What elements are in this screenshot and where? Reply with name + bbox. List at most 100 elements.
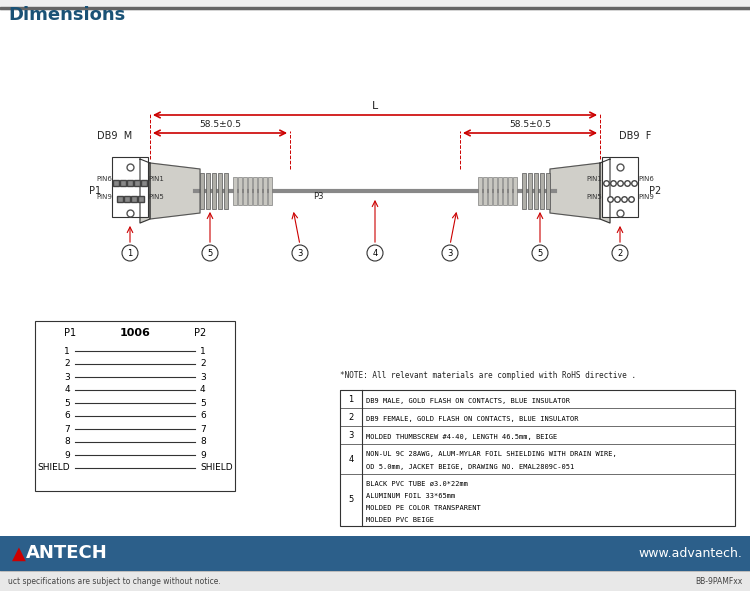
Bar	[212, 173, 216, 209]
Text: DB9  F: DB9 F	[619, 131, 651, 141]
Bar	[498, 177, 502, 205]
Bar	[206, 173, 210, 209]
Text: PIN5: PIN5	[148, 194, 164, 200]
Bar	[513, 177, 517, 205]
Text: 1: 1	[64, 346, 70, 356]
Circle shape	[122, 245, 138, 261]
Text: NON-UL 9C 28AWG, ALUM-MYLAR FOIL SHIELDING WITH DRAIN WIRE,: NON-UL 9C 28AWG, ALUM-MYLAR FOIL SHIELDI…	[366, 452, 616, 457]
Text: 8: 8	[64, 437, 70, 446]
Text: 4: 4	[64, 385, 70, 395]
Text: 58.5±0.5: 58.5±0.5	[199, 120, 241, 129]
Bar	[540, 173, 544, 209]
Circle shape	[292, 245, 308, 261]
Text: P2: P2	[194, 328, 206, 338]
Text: 5: 5	[64, 398, 70, 408]
Bar	[478, 177, 482, 205]
Bar	[340, 390, 735, 526]
Text: 1006: 1006	[119, 328, 151, 338]
Bar	[546, 173, 550, 209]
Text: uct specifications are subject to change without notice.: uct specifications are subject to change…	[8, 576, 220, 586]
Bar	[233, 177, 237, 205]
Text: DB9 FEMALE, GOLD FLASH ON CONTACTS, BLUE INSULATOR: DB9 FEMALE, GOLD FLASH ON CONTACTS, BLUE…	[366, 416, 578, 422]
Bar	[483, 177, 487, 205]
Text: www.advantech.: www.advantech.	[638, 547, 742, 560]
Text: *NOTE: All relevant materials are complied with RoHS directive .: *NOTE: All relevant materials are compli…	[340, 371, 636, 380]
Text: DB9 MALE, GOLD FLASH ON CONTACTS, BLUE INSULATOR: DB9 MALE, GOLD FLASH ON CONTACTS, BLUE I…	[366, 398, 570, 404]
Text: 6: 6	[200, 411, 206, 421]
Text: SHIELD: SHIELD	[38, 463, 70, 472]
Text: 3: 3	[447, 248, 453, 258]
Bar	[508, 177, 512, 205]
Text: 2: 2	[64, 359, 70, 369]
Text: P2: P2	[649, 186, 662, 196]
Bar	[0, 11, 750, 536]
Polygon shape	[550, 163, 600, 219]
Text: 8: 8	[200, 437, 206, 446]
Circle shape	[202, 245, 218, 261]
Text: PIN5: PIN5	[586, 194, 602, 200]
Bar	[243, 177, 247, 205]
Text: 2: 2	[617, 248, 622, 258]
Bar	[35, 321, 235, 491]
Bar	[268, 177, 272, 205]
Circle shape	[532, 245, 548, 261]
Text: SHIELD: SHIELD	[200, 463, 232, 472]
Text: 4: 4	[200, 385, 206, 395]
Text: 58.5±0.5: 58.5±0.5	[509, 120, 551, 129]
Bar	[488, 177, 492, 205]
Text: 5: 5	[200, 398, 206, 408]
Bar	[0, 571, 750, 591]
Bar	[522, 173, 526, 209]
Bar	[218, 173, 222, 209]
Text: OD 5.0mm, JACKET BEIGE, DRAWING NO. EMAL2809C-051: OD 5.0mm, JACKET BEIGE, DRAWING NO. EMAL…	[366, 465, 574, 470]
Circle shape	[367, 245, 383, 261]
Text: 3: 3	[297, 248, 303, 258]
Text: BLACK PVC TUBE ø3.0*22mm: BLACK PVC TUBE ø3.0*22mm	[366, 480, 468, 486]
Text: 6: 6	[64, 411, 70, 421]
Polygon shape	[600, 159, 610, 223]
Text: PIN9: PIN9	[96, 194, 112, 200]
Text: ▲: ▲	[12, 544, 26, 563]
Text: 3: 3	[64, 372, 70, 382]
Text: 9: 9	[64, 450, 70, 459]
Text: L: L	[372, 101, 378, 111]
Bar	[224, 173, 228, 209]
Bar	[534, 173, 538, 209]
Text: 1: 1	[348, 395, 354, 404]
Text: PIN1: PIN1	[586, 176, 602, 182]
Text: Dimensions: Dimensions	[8, 6, 125, 24]
Text: ALUMINUM FOIL 33*65mm: ALUMINUM FOIL 33*65mm	[366, 493, 455, 499]
Text: ANTECH: ANTECH	[26, 544, 108, 563]
Text: 5: 5	[348, 495, 354, 505]
Text: PIN1: PIN1	[148, 176, 164, 182]
Text: MOLDED PVC BEIGE: MOLDED PVC BEIGE	[366, 517, 434, 523]
Text: 4: 4	[372, 248, 377, 258]
Text: P1: P1	[64, 328, 76, 338]
Bar	[263, 177, 267, 205]
Text: P1: P1	[89, 186, 101, 196]
Polygon shape	[150, 163, 200, 219]
Text: P3: P3	[313, 192, 323, 201]
Bar	[0, 536, 750, 571]
Bar	[253, 177, 257, 205]
Text: 7: 7	[64, 424, 70, 434]
Bar	[493, 177, 497, 205]
Bar	[248, 177, 252, 205]
Text: DB9  M: DB9 M	[98, 131, 133, 141]
Circle shape	[612, 245, 628, 261]
Text: 2: 2	[348, 413, 354, 421]
Text: 3: 3	[348, 430, 354, 440]
Polygon shape	[140, 159, 150, 223]
Bar	[112, 157, 148, 217]
Text: 1: 1	[200, 346, 206, 356]
Text: 5: 5	[207, 248, 213, 258]
Text: PIN9: PIN9	[638, 194, 654, 200]
Bar	[503, 177, 507, 205]
Text: PIN6: PIN6	[638, 176, 654, 182]
Text: 9: 9	[200, 450, 206, 459]
Bar	[0, 7, 750, 9]
Text: BB-9PAMFxx: BB-9PAMFxx	[694, 576, 742, 586]
Text: 1: 1	[128, 248, 133, 258]
Text: 5: 5	[537, 248, 542, 258]
Circle shape	[442, 245, 458, 261]
